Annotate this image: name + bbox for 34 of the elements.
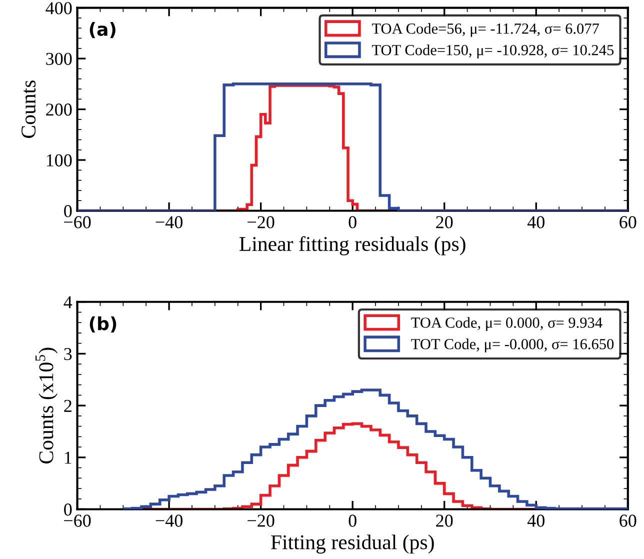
legend-label: TOT Code, μ= -0.000, σ= 16.650 xyxy=(411,338,614,352)
y-tick-label: 3 xyxy=(64,348,72,360)
x-tick-label: −40 xyxy=(156,514,182,527)
x-tick-label: 20 xyxy=(436,514,453,527)
x-tick-label: 20 xyxy=(436,216,453,228)
legend-label: TOA Code, μ= 0.000, σ= 9.934 xyxy=(411,317,602,331)
legend-label: TOT Code=150, μ= -10.928, σ= 10.245 xyxy=(372,44,614,58)
x-tick-label: −40 xyxy=(156,216,182,228)
y-tick-label: 100 xyxy=(46,154,72,166)
x-tick-label: −20 xyxy=(248,216,274,228)
y-tick-label: 1 xyxy=(64,452,72,464)
x-tick-label: 60 xyxy=(620,216,636,228)
x-axis-title: Fitting residual (ps) xyxy=(271,534,434,554)
y-axis-title: Counts (x10$^{5}$) xyxy=(36,348,58,464)
y-tick-label: 0 xyxy=(64,205,72,218)
x-tick-label: −60 xyxy=(64,216,91,228)
x-tick-label: 60 xyxy=(620,514,636,527)
y-tick-label: 200 xyxy=(46,104,72,116)
text: (a) xyxy=(90,22,116,38)
x-tick-label: −60 xyxy=(64,514,91,527)
y-tick-label: 400 xyxy=(46,2,72,14)
y-tick-label: 0 xyxy=(64,504,72,516)
x-tick-label: 0 xyxy=(348,216,356,228)
x-tick-label: −20 xyxy=(248,514,274,527)
legend-label: TOA Code=56, μ= -11.724, σ= 6.077 xyxy=(372,23,599,37)
y-tick-label: 300 xyxy=(46,52,72,65)
y-tick-label: 4 xyxy=(64,296,72,308)
x-tick-label: 0 xyxy=(348,514,356,527)
x-axis-title: Linear fitting residuals (ps) xyxy=(240,236,466,256)
x-tick-label: 40 xyxy=(527,514,544,527)
x-tick-label: 40 xyxy=(527,216,544,228)
y-axis-title: Counts xyxy=(22,80,36,138)
y-tick-label: 2 xyxy=(64,400,72,412)
text: (b) xyxy=(90,316,116,332)
